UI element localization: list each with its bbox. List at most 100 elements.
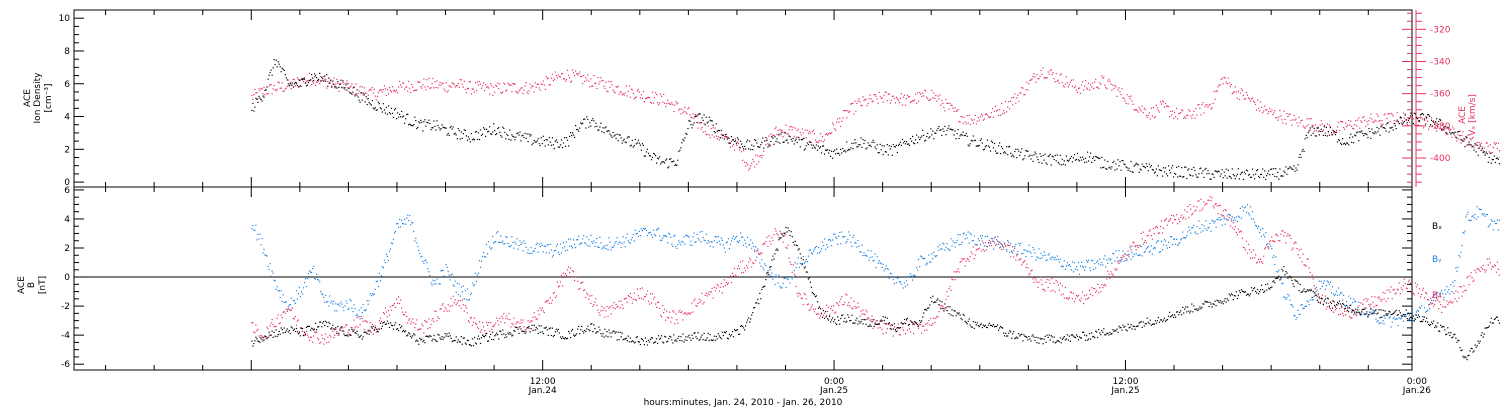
data-point	[1431, 117, 1433, 119]
data-point	[713, 130, 715, 133]
data-point	[1139, 168, 1141, 170]
data-point	[1454, 131, 1456, 133]
data-point	[1446, 132, 1448, 134]
data-point	[1442, 123, 1444, 126]
data-point	[923, 258, 925, 260]
data-point	[556, 141, 558, 143]
data-point	[682, 138, 684, 141]
data-point	[255, 92, 257, 94]
data-point	[492, 131, 494, 133]
data-point	[471, 324, 473, 326]
data-point	[1124, 100, 1126, 102]
data-point	[751, 144, 753, 146]
data-point	[264, 94, 266, 96]
data-point	[695, 304, 697, 307]
data-point	[425, 125, 427, 127]
data-point	[1215, 226, 1217, 228]
data-point	[853, 235, 855, 237]
data-point	[1390, 326, 1392, 328]
data-point	[1319, 130, 1321, 133]
data-point	[1072, 271, 1074, 273]
data-point	[677, 159, 679, 161]
data-point	[429, 122, 431, 125]
data-point	[1324, 288, 1326, 290]
data-point	[1083, 266, 1085, 269]
data-point	[1101, 261, 1103, 264]
data-point	[301, 79, 304, 81]
data-point	[793, 270, 795, 272]
data-point	[422, 260, 424, 262]
data-point	[466, 87, 468, 89]
data-point	[1350, 133, 1352, 135]
data-point	[1183, 176, 1185, 178]
data-point	[695, 115, 697, 117]
data-point	[253, 229, 255, 231]
data-point	[544, 301, 546, 303]
data-point	[974, 139, 976, 141]
data-point	[472, 285, 475, 287]
data-point	[479, 129, 482, 131]
data-point	[1485, 151, 1487, 153]
data-point	[1227, 213, 1229, 215]
data-point	[694, 241, 696, 243]
data-point	[936, 129, 938, 132]
data-point	[1389, 120, 1391, 123]
data-point	[1162, 244, 1165, 246]
data-point	[1226, 83, 1228, 85]
data-point	[1055, 72, 1057, 75]
data-point	[641, 287, 643, 289]
data-point	[1392, 129, 1394, 131]
data-point	[885, 91, 887, 93]
data-point	[1219, 175, 1221, 177]
data-point	[1017, 250, 1019, 252]
data-point	[1243, 98, 1245, 100]
data-point	[642, 91, 644, 93]
data-point	[1064, 268, 1066, 270]
data-point	[367, 303, 369, 305]
data-point	[756, 163, 758, 165]
data-point	[479, 83, 482, 85]
data-point	[460, 131, 462, 133]
data-point	[347, 332, 349, 334]
data-point	[315, 75, 317, 77]
data-point	[505, 90, 507, 92]
data-point	[288, 308, 290, 310]
data-point	[1191, 227, 1193, 229]
data-point	[439, 129, 441, 131]
data-point	[313, 265, 315, 267]
data-point	[390, 309, 393, 311]
data-point	[845, 151, 847, 153]
data-point	[516, 321, 518, 323]
data-point	[584, 242, 586, 244]
data-point	[1153, 117, 1155, 119]
data-point	[411, 321, 413, 323]
data-point	[1187, 114, 1189, 116]
data-point	[1191, 168, 1193, 170]
data-point	[1386, 122, 1388, 124]
data-point	[621, 242, 623, 245]
data-point	[281, 300, 283, 303]
data-point	[1188, 168, 1190, 170]
data-point	[331, 86, 333, 88]
data-point	[1384, 113, 1386, 115]
data-point	[904, 143, 907, 145]
data-point	[597, 129, 599, 131]
data-point	[865, 148, 867, 150]
data-point	[1461, 244, 1463, 247]
data-point	[608, 237, 610, 239]
data-point	[426, 79, 428, 81]
data-point	[338, 303, 340, 305]
data-point	[871, 101, 873, 103]
data-point	[838, 235, 840, 237]
data-point	[1245, 169, 1248, 171]
data-point	[912, 100, 914, 102]
data-point	[994, 150, 997, 152]
data-point	[279, 296, 281, 299]
data-point	[988, 116, 991, 118]
data-point	[750, 165, 752, 167]
data-point	[1276, 176, 1278, 178]
data-point	[649, 231, 652, 233]
data-point	[754, 249, 756, 251]
data-point	[401, 86, 403, 88]
data-point	[1022, 159, 1024, 161]
